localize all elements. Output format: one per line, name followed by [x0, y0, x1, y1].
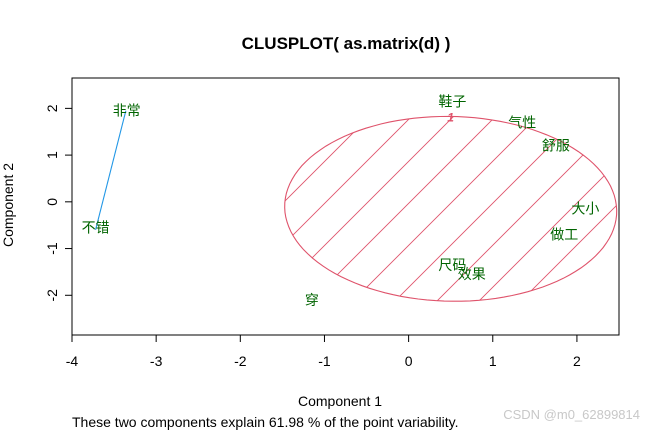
point-label: 舒服 [542, 139, 570, 155]
hatch-line [284, 116, 617, 302]
point-label: 穿 [305, 293, 319, 309]
point-label: 鞋子 [438, 94, 466, 110]
hatch-line [284, 116, 617, 302]
y-tick-label: 1 [44, 151, 60, 159]
y-tick-label: -2 [44, 289, 60, 302]
data-point: 鞋子 [438, 94, 466, 110]
hatch-line [433, 116, 617, 302]
cluster-ellipse [284, 115, 618, 302]
data-point: 气性 [508, 115, 536, 131]
data-point: 穿 [305, 293, 319, 309]
cluster-label: 1 [447, 110, 454, 124]
hatch-line [284, 116, 531, 302]
chart-title: CLUSPLOT( as.matrix(d) ) [242, 34, 451, 53]
x-axis-label: Component 1 [298, 393, 382, 409]
data-point: 不错 [82, 220, 110, 236]
y-tick-label: 2 [44, 104, 60, 112]
x-tick-label: -3 [150, 353, 163, 369]
cluster-segment [95, 110, 127, 230]
x-axis: -4 -3 -2 -1 0 1 2 [66, 334, 581, 369]
data-point: 舒服 [542, 139, 570, 155]
hatch-line [0, 0, 110, 430]
data-point: 效果 [458, 267, 486, 283]
x-tick-label: 0 [405, 353, 413, 369]
hatch-line [0, 0, 236, 430]
x-tick-label: -2 [234, 353, 247, 369]
point-label: 尺码 [438, 258, 466, 274]
y-tick-label: 0 [44, 198, 60, 206]
plot-box [71, 77, 620, 336]
point-label: 效果 [458, 267, 486, 283]
hatch-line [284, 116, 617, 302]
y-axis-label: Component 2 [0, 163, 16, 247]
hatch-line [644, 0, 655, 430]
watermark: CSDN @m0_62899814 [503, 407, 640, 422]
hatch-line [284, 116, 405, 302]
point-label: 做工 [550, 227, 578, 243]
hatch-line [0, 0, 194, 430]
hatch-line [601, 116, 617, 302]
hatch-line [284, 116, 617, 302]
hatch-line [349, 116, 617, 302]
y-tick-label: -1 [44, 242, 60, 255]
point-label: 大小 [571, 202, 599, 218]
point-label: 不错 [82, 220, 110, 236]
x-tick-label: -4 [66, 353, 79, 369]
data-point: 尺码 [438, 258, 466, 274]
x-tick-label: 2 [573, 353, 581, 369]
y-axis: -2 -1 0 1 2 [44, 104, 73, 302]
hatch-line [284, 116, 615, 302]
hatch-line [284, 116, 573, 302]
x-tick-label: -1 [318, 353, 331, 369]
point-label: 非常 [113, 104, 141, 120]
data-point: 非常 [113, 104, 141, 120]
data-point: 大小 [571, 202, 599, 218]
data-point: 做工 [550, 227, 578, 243]
x-tick-label: 1 [489, 353, 497, 369]
hatch-line [284, 116, 363, 302]
point-label: 气性 [508, 115, 536, 131]
chart-subtitle: These two components explain 61.98 % of … [72, 414, 459, 430]
